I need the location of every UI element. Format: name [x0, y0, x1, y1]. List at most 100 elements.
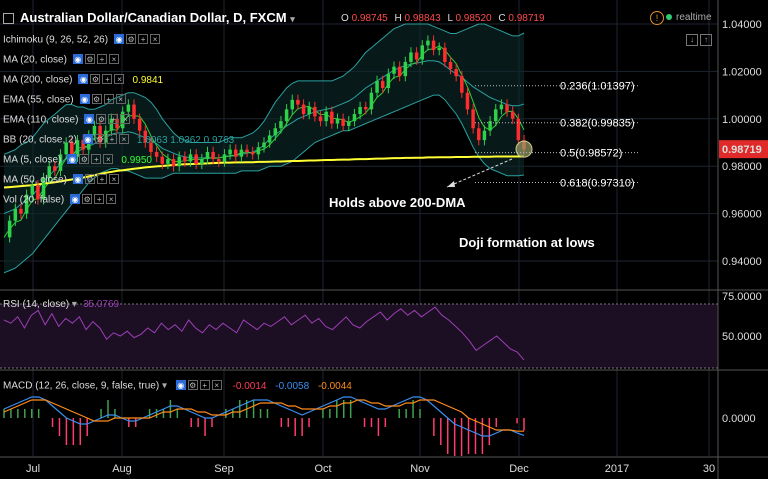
candle-body	[267, 135, 272, 143]
settings-icon[interactable]: ⚙	[94, 134, 105, 144]
visibility-icon[interactable]: ◉	[82, 134, 93, 144]
settings-icon[interactable]: ⚙	[84, 54, 95, 64]
candle-body	[347, 121, 351, 126]
symbol-header[interactable]: Australian Dollar/Canadian Dollar, D, FX…	[3, 10, 295, 25]
settings-icon[interactable]: ⚙	[84, 174, 95, 184]
indicator-row[interactable]: MA (20, close) ◉ ⚙ + ×	[3, 53, 121, 67]
close-value: 0.98719	[508, 13, 545, 24]
settings-icon[interactable]: ⚙	[82, 194, 93, 204]
indicator-controls[interactable]: ◉ ⚙ + ×	[72, 53, 121, 67]
macd-line-value: -0.0058	[275, 380, 310, 392]
indicator-row[interactable]: Ichimoku (9, 26, 52, 26) ◉ ⚙ + ×	[3, 33, 162, 47]
low-value: 0.98520	[455, 13, 492, 24]
alert-icon[interactable]: !	[650, 11, 664, 25]
indicator-controls[interactable]: ◉ ⚙ + ×	[82, 133, 131, 147]
last-price-tag	[719, 140, 768, 159]
indicator-row[interactable]: EMA (110, close) ◉ ⚙ + ×	[3, 113, 132, 127]
rsi-dropdown-icon[interactable]: ▾	[71, 299, 77, 310]
add-icon[interactable]: +	[199, 380, 210, 390]
close-icon[interactable]: ×	[108, 174, 119, 184]
move-down-icon[interactable]: ↓	[686, 34, 698, 46]
close-icon[interactable]: ×	[115, 94, 126, 104]
add-icon[interactable]: +	[138, 34, 149, 44]
candle-body	[369, 92, 374, 110]
close-icon[interactable]: ×	[106, 194, 117, 204]
close-icon[interactable]: ×	[103, 154, 114, 164]
candle-body	[493, 109, 498, 122]
indicator-controls[interactable]: ◉ ⚙ + ×	[84, 113, 132, 127]
fibonacci-levels: 0.236(1.01397) 0.382(0.99835) 0.5(0.98572)…	[446, 81, 638, 190]
candle-body	[183, 156, 187, 162]
indicator-controls[interactable]: ◉ ⚙ + ×	[114, 33, 162, 47]
rsi-tick-label: 50.0000	[722, 331, 762, 343]
macd-dropdown-icon[interactable]: ▾	[161, 380, 167, 392]
macd-controls[interactable]: ◉ ⚙ + ×	[175, 379, 224, 393]
add-icon[interactable]: +	[91, 154, 102, 164]
close-icon[interactable]: ×	[114, 74, 125, 84]
add-icon[interactable]: +	[102, 74, 113, 84]
pattern-annotation: Doji formation at lows	[459, 235, 595, 250]
time-tick-label: 30	[703, 463, 715, 475]
indicator-controls[interactable]: ◉ ⚙ + ×	[79, 93, 128, 107]
close-icon[interactable]: ×	[150, 34, 161, 44]
add-icon[interactable]: +	[94, 194, 105, 204]
settings-icon[interactable]: ⚙	[187, 380, 198, 390]
settings-icon[interactable]: ⚙	[90, 74, 101, 84]
candle-body	[36, 185, 40, 200]
indicator-controls[interactable]: ◉ ⚙ + ×	[78, 73, 126, 87]
visibility-icon[interactable]: ◉	[72, 174, 83, 184]
settings-icon[interactable]: ⚙	[96, 114, 107, 124]
indicator-row[interactable]: MA (5, close) ◉ ⚙ + × 0.9950	[3, 153, 152, 167]
candle-body	[7, 220, 12, 238]
add-icon[interactable]: +	[96, 54, 107, 64]
close-icon[interactable]: ×	[120, 114, 131, 124]
candle-body	[171, 159, 176, 167]
visibility-icon[interactable]: ◉	[84, 114, 95, 124]
indicator-controls[interactable]: ◉ ⚙ + ×	[70, 193, 118, 207]
visibility-icon[interactable]: ◉	[67, 154, 78, 164]
panel-arrows[interactable]: ↓ ↑	[684, 29, 712, 47]
indicator-controls[interactable]: ◉ ⚙ + ×	[67, 153, 115, 167]
visibility-icon[interactable]: ◉	[114, 34, 125, 44]
indicator-row[interactable]: BB (20, close, 2) ◉ ⚙ + × 1.0063 1.0362 0.976…	[3, 133, 234, 147]
visibility-icon[interactable]: ◉	[72, 54, 83, 64]
indicator-row[interactable]: Vol (20, false) ◉ ⚙ + ×	[3, 193, 118, 207]
candle-body	[392, 66, 396, 74]
candle-body	[132, 104, 136, 119]
indicator-label: EMA (55, close)	[3, 94, 74, 106]
visibility-icon[interactable]: ◉	[78, 74, 89, 84]
indicator-row[interactable]: EMA (55, close) ◉ ⚙ + ×	[3, 93, 128, 107]
visibility-icon[interactable]: ◉	[175, 380, 186, 390]
fib-level-label: 0.5(0.98572)	[560, 148, 622, 160]
symbol-dropdown-icon[interactable]: ▾	[290, 14, 295, 24]
close-icon[interactable]: ×	[211, 380, 222, 390]
settings-icon[interactable]: ⚙	[126, 34, 137, 44]
indicator-row[interactable]: MA (50, close) ◉ ⚙ + ×	[3, 173, 121, 187]
visibility-icon[interactable]: ◉	[79, 94, 90, 104]
candle-body	[420, 45, 425, 60]
add-icon[interactable]: +	[106, 134, 117, 144]
close-icon[interactable]: ×	[108, 54, 119, 64]
candle-body	[397, 66, 402, 77]
candle-body	[414, 52, 419, 60]
settings-icon[interactable]: ⚙	[79, 154, 90, 164]
macd-tick-label: 0.0000	[722, 413, 756, 425]
visibility-icon[interactable]: ◉	[70, 194, 81, 204]
add-icon[interactable]: +	[103, 94, 114, 104]
collapse-icon[interactable]	[3, 13, 14, 25]
macd-plot	[3, 396, 525, 456]
indicator-row[interactable]: MA (200, close) ◉ ⚙ + × 0.9841	[3, 73, 163, 87]
candle-body	[239, 149, 244, 157]
move-up-icon[interactable]: ↑	[700, 34, 712, 46]
indicator-controls[interactable]: ◉ ⚙ + ×	[72, 173, 121, 187]
candle-body	[103, 130, 108, 143]
add-icon[interactable]: +	[108, 114, 119, 124]
candle-body	[160, 156, 165, 164]
candle-body	[324, 111, 328, 122]
candle-body	[109, 118, 114, 131]
close-icon[interactable]: ×	[118, 134, 129, 144]
add-icon[interactable]: +	[96, 174, 107, 184]
settings-icon[interactable]: ⚙	[91, 94, 102, 104]
